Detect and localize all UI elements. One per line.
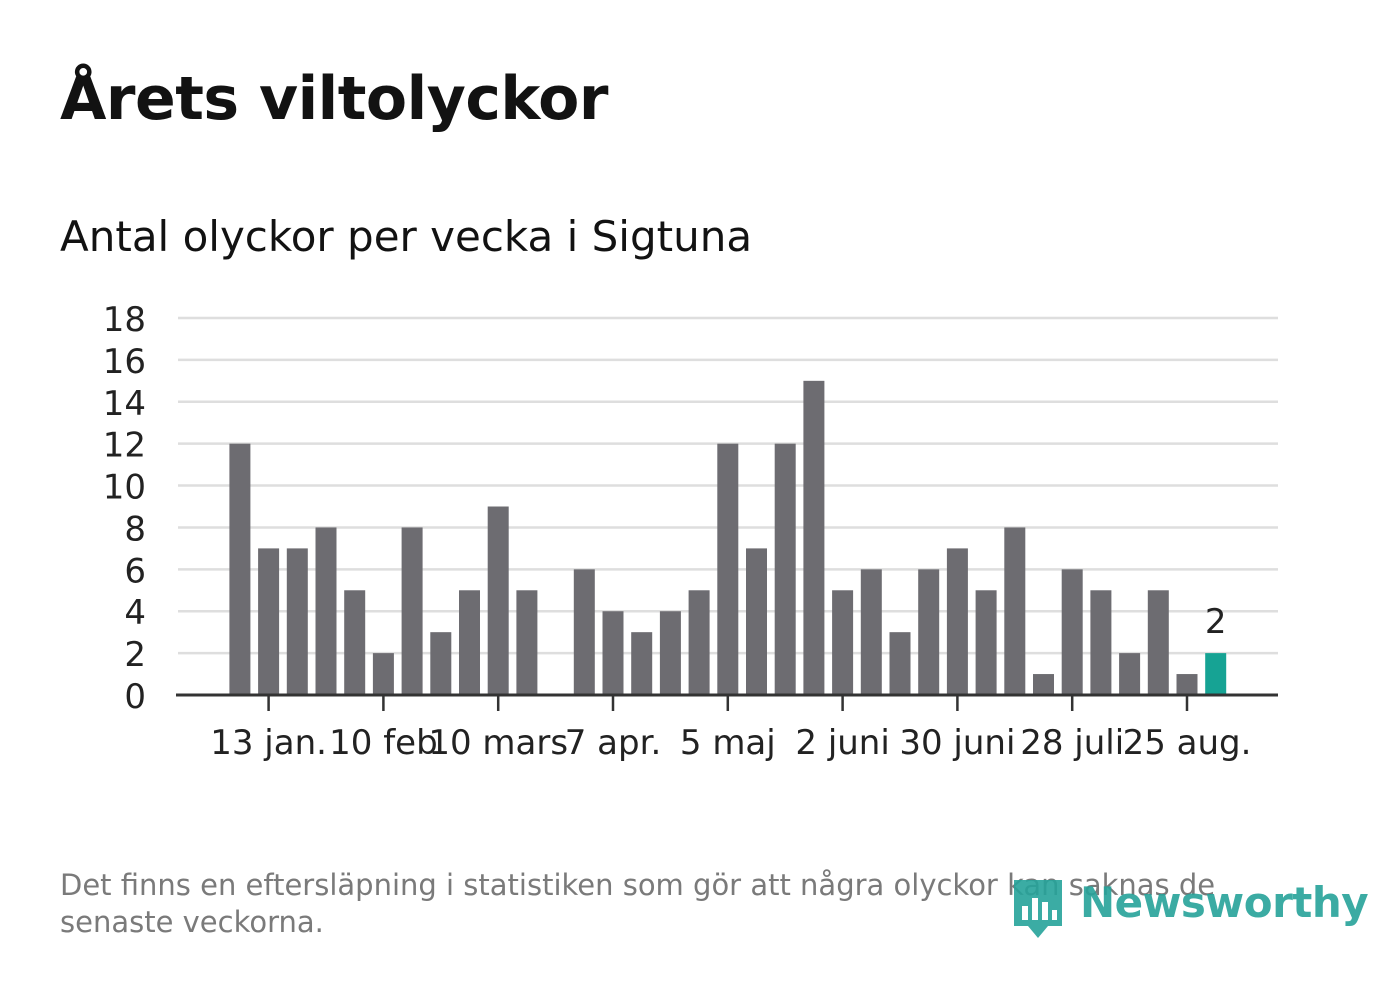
logo-text: Newsworthy <box>1080 878 1369 927</box>
bar <box>659 611 681 695</box>
y-tick-label: 12 <box>103 426 146 466</box>
bar <box>1033 674 1054 695</box>
x-tick-label: 10 feb <box>329 723 438 763</box>
x-tick-label: 13 jan. <box>210 723 327 763</box>
x-tick-label: 7 apr. <box>565 723 662 763</box>
y-tick-label: 16 <box>103 342 146 382</box>
chart-subtitle: Antal olyckor per vecka i Sigtuna <box>60 212 753 261</box>
bar <box>258 548 280 695</box>
bar <box>717 443 739 695</box>
latest-value-label: 2 <box>1205 602 1227 642</box>
x-tick-label: 2 juni <box>795 723 889 763</box>
bar <box>573 569 595 695</box>
bar <box>803 380 825 695</box>
y-tick-label: 4 <box>124 593 146 633</box>
x-tick-label: 10 mars <box>428 723 568 763</box>
bar <box>946 548 968 695</box>
bar <box>688 590 710 695</box>
bar <box>1090 590 1112 695</box>
bar <box>401 527 423 695</box>
bar <box>631 632 653 695</box>
newsworthy-logo: Newsworthy <box>1010 876 1369 944</box>
bar <box>1061 569 1083 695</box>
bar <box>516 590 538 695</box>
bar <box>918 569 940 695</box>
bar <box>860 569 882 695</box>
y-tick-label: 2 <box>124 635 146 675</box>
bar <box>315 527 337 695</box>
x-tick-label: 28 juli <box>1020 723 1124 763</box>
bars <box>229 380 1227 695</box>
annotations: 2 <box>1205 602 1227 642</box>
y-tick-label: 6 <box>124 551 146 591</box>
bar <box>459 590 480 695</box>
y-tick-label: 18 <box>103 300 146 340</box>
bar <box>1176 674 1198 695</box>
bar <box>1004 527 1026 695</box>
y-tick-label: 14 <box>103 384 146 424</box>
x-tick-label: 25 aug. <box>1123 723 1252 763</box>
x-tick-label: 5 maj <box>680 723 776 763</box>
bar <box>746 548 767 695</box>
bar <box>1147 590 1169 695</box>
chart-title: Årets viltolyckor <box>60 64 609 134</box>
x-tick-label: 30 juni <box>899 723 1015 763</box>
bar <box>774 443 796 695</box>
bar <box>344 590 366 695</box>
bar <box>832 590 854 695</box>
bar <box>286 548 308 695</box>
bar <box>602 611 624 695</box>
bar <box>487 506 509 695</box>
bar <box>229 443 251 695</box>
bar <box>975 590 997 695</box>
bar <box>372 653 394 695</box>
bar <box>1119 653 1141 695</box>
y-tick-label: 10 <box>103 468 146 508</box>
bar <box>430 632 452 695</box>
bar-latest-week <box>1205 653 1227 695</box>
bar <box>889 632 911 695</box>
newsworthy-logo-icon <box>1014 880 1062 938</box>
y-tick-label: 0 <box>124 677 146 717</box>
y-tick-label: 8 <box>124 509 146 549</box>
